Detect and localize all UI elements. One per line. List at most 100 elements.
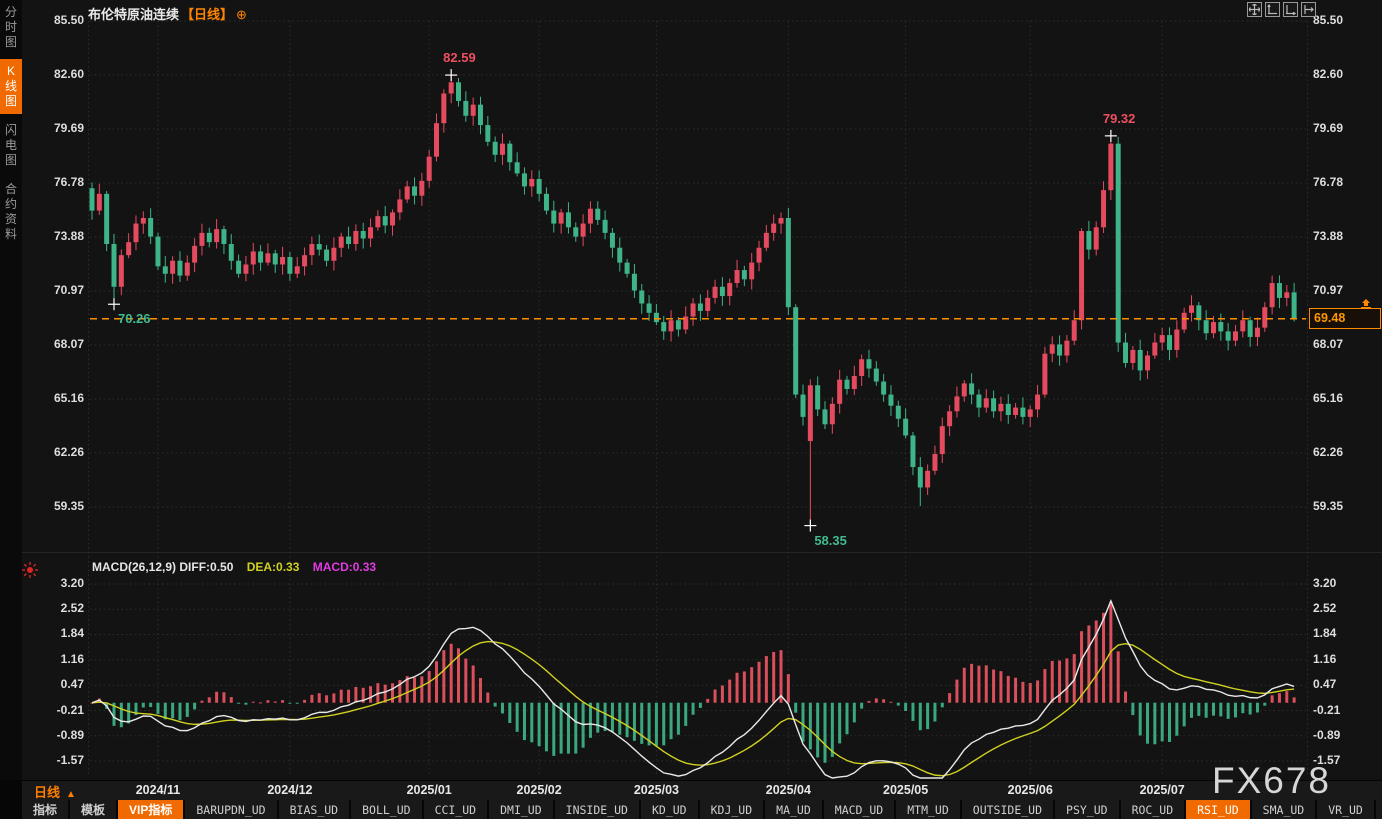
- macd-params-label: MACD(26,12,9) DIFF:0.50: [92, 560, 234, 574]
- tab-contract-info[interactable]: 合约资料: [4, 182, 17, 241]
- toolbar-item[interactable]: BOLL_UD: [351, 800, 424, 819]
- current-price-value: 69.48: [1314, 311, 1346, 325]
- current-price-label: 69.48: [1309, 308, 1381, 329]
- toolbar-item[interactable]: DMI_UD: [489, 800, 555, 819]
- axis-shift-icon[interactable]: [1301, 2, 1316, 17]
- price-alert-flag-icon[interactable]: [1359, 297, 1373, 315]
- x-axis-date-label: 2025/01: [406, 783, 452, 797]
- price-axis-label-right: 59.35: [1313, 499, 1344, 513]
- price-axis-label-right: 68.07: [1313, 336, 1344, 351]
- toolbar-item[interactable]: MTM_UD: [896, 800, 962, 819]
- grid-lines: [0, 20, 1382, 776]
- price-axis-label-left: 79.69: [53, 120, 84, 135]
- macd-dea-label: DEA:0.33: [246, 560, 300, 574]
- diff-line: [91, 598, 1295, 779]
- extreme-marker-cross: [445, 69, 458, 82]
- alert-burst-icon[interactable]: [21, 561, 39, 584]
- price-axis-label-right: 82.60: [1313, 66, 1344, 81]
- toolbar-item[interactable]: CCI_UD: [423, 800, 490, 819]
- add-indicator-icon[interactable]: ⊕: [236, 7, 247, 22]
- toolbar-item[interactable]: PSY_UD: [1055, 800, 1121, 819]
- macd-indicator-header: MACD(26,12,9) DIFF:0.50 DEA:0.33 MACD:0.…: [92, 560, 376, 574]
- extreme-marker-cross: [107, 298, 120, 311]
- toolbar-item[interactable]: MACD_UD: [823, 800, 897, 819]
- x-axis-bar: 日线 ▲ 2024/11 2024/12 2025/01 2025/02 2025/03 2…: [0, 780, 1382, 800]
- macd-axis-label-left: -0.21: [56, 702, 84, 717]
- interval-label: 日线: [34, 785, 61, 800]
- axis-scale-right-icon[interactable]: [1283, 2, 1298, 17]
- x-axis-date-label: 2025/03: [633, 783, 679, 797]
- toolbar-item[interactable]: VIP指标: [118, 800, 186, 819]
- price-axis-label-right: 85.50: [1313, 13, 1344, 27]
- tab-lightning-chart[interactable]: 闪电图: [4, 123, 17, 167]
- tab-time-chart[interactable]: 分时图: [4, 5, 17, 49]
- symbol-name: 布伦特原油连续: [88, 7, 180, 22]
- toolbar-item[interactable]: BIAS_UD: [278, 800, 352, 819]
- x-axis-date-label: 2025/05: [883, 783, 929, 797]
- fx678-watermark: FX678: [1212, 760, 1332, 801]
- price-axis-label-left: 62.26: [53, 444, 84, 459]
- extreme-marker-cross: [1104, 129, 1117, 142]
- x-axis-date-label: 2025/07: [1139, 783, 1185, 797]
- price-axis-label-left: 76.78: [53, 175, 84, 190]
- macd-value-label: MACD:0.33: [312, 560, 377, 574]
- price-annotation: 58.35: [814, 532, 847, 548]
- toolbar-item[interactable]: RSI_UD: [1186, 800, 1252, 819]
- macd-axis-label-right: 0.47: [1313, 677, 1337, 692]
- macd-axis-label-left: 2.52: [60, 601, 84, 616]
- toolbar-item[interactable]: KD_UD: [640, 800, 700, 819]
- macd-axis-label-left: 1.84: [60, 626, 84, 641]
- x-axis-date-label: 2024/11: [135, 783, 181, 797]
- price-axis-label-right: 70.97: [1313, 283, 1344, 298]
- price-axis-label-right: 79.69: [1313, 120, 1344, 135]
- x-axis-date-label: 2024/12: [267, 783, 313, 797]
- macd-axis-label-right: 3.20: [1313, 576, 1337, 590]
- toolbar-item[interactable]: KDJ_UD: [699, 800, 766, 819]
- candles: [89, 75, 1297, 526]
- macd-axis-label-left: 0.47: [60, 677, 84, 692]
- toolbar-item[interactable]: INSIDE_UD: [554, 800, 641, 819]
- macd-histogram: [90, 601, 1296, 763]
- macd-axis-label-right: -0.89: [1313, 727, 1341, 742]
- toolbar-item[interactable]: BARUPDN_UD: [185, 800, 279, 819]
- toolbar-item[interactable]: SMA_UD: [1251, 800, 1318, 819]
- toolbar-item[interactable]: 指标: [22, 800, 71, 819]
- macd-axis-label-right: 2.52: [1313, 601, 1337, 616]
- toolbar-item[interactable]: MA_UD: [765, 800, 824, 819]
- price-axis-label-left: 59.35: [53, 499, 84, 513]
- price-axis-label-left: 73.88: [53, 228, 84, 243]
- macd-axis-label-left: -0.89: [56, 727, 84, 742]
- price-annotation: 79.32: [1102, 110, 1136, 126]
- price-annotation: 82.59: [443, 50, 476, 66]
- macd-axis-label-left: -1.57: [56, 753, 84, 767]
- move-tool-icon[interactable]: [1247, 2, 1262, 17]
- toolbar-item[interactable]: VR_UD: [1317, 800, 1376, 819]
- toolbar-item[interactable]: ROC_UD: [1120, 800, 1187, 819]
- interval-selector[interactable]: 日线 ▲: [34, 782, 76, 801]
- toolbar-item[interactable]: >>: [1375, 800, 1382, 819]
- candlestick-chart-canvas[interactable]: [0, 0, 1382, 780]
- price-axis-label-right: 73.88: [1313, 228, 1344, 243]
- chart-tools: [1247, 2, 1316, 17]
- macd-axis-label-right: 1.16: [1313, 651, 1337, 666]
- chevron-up-icon: ▲: [66, 789, 76, 800]
- toolbar-item[interactable]: 模板: [70, 800, 119, 819]
- macd-axis-label-left: 1.16: [60, 651, 84, 666]
- macd-axis-label-left: 3.20: [60, 576, 84, 590]
- extreme-marker-cross: [804, 519, 817, 532]
- price-annotation: 70.26: [117, 311, 151, 327]
- price-axis-label-left: 85.50: [53, 13, 84, 27]
- toolbar-item[interactable]: OUTSIDE_UD: [961, 800, 1056, 819]
- axis-scale-left-icon[interactable]: [1265, 2, 1280, 17]
- x-axis-date-label: 2025/02: [516, 783, 562, 797]
- macd-axis-label-right: 1.84: [1313, 626, 1337, 641]
- indicator-toolbar: 指标 模板 VIP指标 BARUPDN_UD BIAS_UD BOLL_UD CCI_UD D…: [0, 800, 1382, 819]
- chart-title: 布伦特原油连续 【日线】 ⊕: [88, 4, 247, 23]
- price-axis-label-right: 62.26: [1313, 444, 1344, 459]
- price-axis-label-left: 65.16: [53, 391, 84, 406]
- price-axis-label-left: 68.07: [53, 336, 84, 351]
- price-axis-label-left: 70.97: [53, 283, 84, 298]
